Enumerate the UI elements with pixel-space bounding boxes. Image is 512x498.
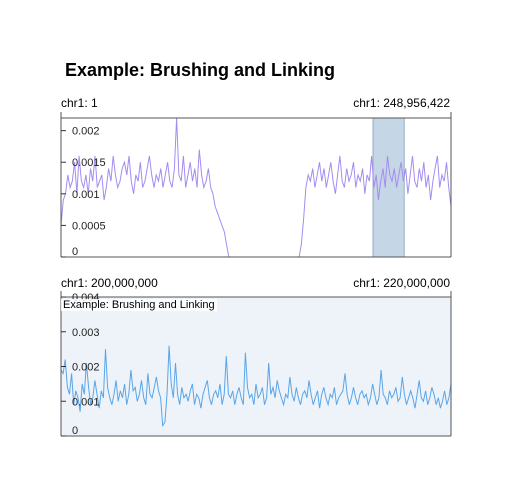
detail-plot-area bbox=[61, 297, 451, 436]
overview-y-tick-label: 0.0005 bbox=[72, 220, 106, 232]
overview-y-tick-label: 0.001 bbox=[72, 189, 100, 201]
detail-x-end-label: chr1: 220,000,000 bbox=[353, 276, 450, 290]
detail-series-line bbox=[61, 345, 451, 428]
detail-y-tick-label: 0.002 bbox=[72, 362, 100, 374]
overview-x-start-label: chr1: 1 bbox=[61, 96, 98, 110]
brush-selection[interactable] bbox=[372, 117, 405, 258]
overview-y-tick-label: 0.0015 bbox=[72, 157, 106, 169]
detail-y-tick-label: 0.001 bbox=[72, 396, 100, 408]
overview-y-tick-label: 0.002 bbox=[72, 126, 100, 138]
detail-y-tick-label: 0 bbox=[72, 425, 78, 437]
overview-x-end-label: chr1: 248,956,422 bbox=[353, 96, 450, 110]
overview-series-line bbox=[61, 118, 451, 257]
detail-track-title: Example: Brushing and Linking bbox=[61, 299, 217, 311]
overview-y-tick-label: 0 bbox=[72, 246, 78, 258]
detail-y-tick-label: 0.003 bbox=[72, 327, 100, 339]
page-title: Example: Brushing and Linking bbox=[65, 60, 336, 80]
detail-x-start-label: chr1: 200,000,000 bbox=[61, 276, 158, 290]
